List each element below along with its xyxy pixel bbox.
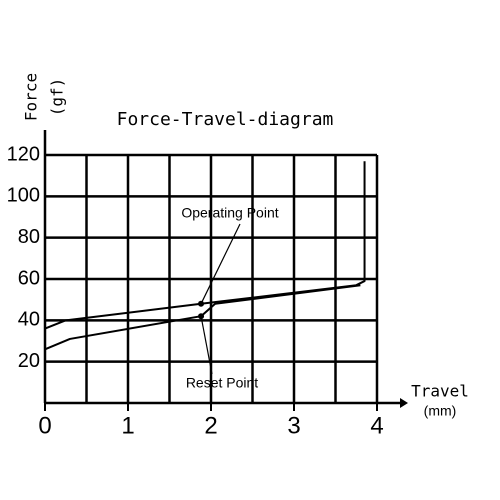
y-tick-label: 80 (18, 226, 40, 248)
chart-title: Force-Travel-diagram (117, 109, 334, 130)
y-tick-label: 60 (18, 267, 40, 289)
y-tick-label: 40 (18, 309, 40, 331)
y-tick-label: 120 (7, 143, 40, 165)
marker (198, 313, 205, 320)
x-tick-label: 0 (38, 412, 51, 439)
y-axis-unit: (gf) (48, 78, 67, 117)
x-tick-label: 2 (204, 412, 217, 439)
x-axis-unit: (mm) (424, 403, 457, 419)
x-axis-label: Travel (411, 382, 469, 401)
annotation: Reset Point (186, 375, 258, 391)
x-tick-label: 4 (370, 412, 383, 439)
y-tick-label: 20 (18, 350, 40, 372)
curve (44, 161, 366, 330)
x-tick-label: 1 (121, 412, 134, 439)
y-tick-label: 100 (7, 185, 40, 207)
annotation: Operating Point (181, 205, 278, 221)
leader-line (200, 316, 213, 375)
x-axis-arrow (400, 398, 408, 408)
y-axis-label: Force (22, 73, 41, 121)
leader-line (200, 223, 241, 305)
marker (198, 300, 205, 307)
x-tick-label: 3 (287, 412, 300, 439)
